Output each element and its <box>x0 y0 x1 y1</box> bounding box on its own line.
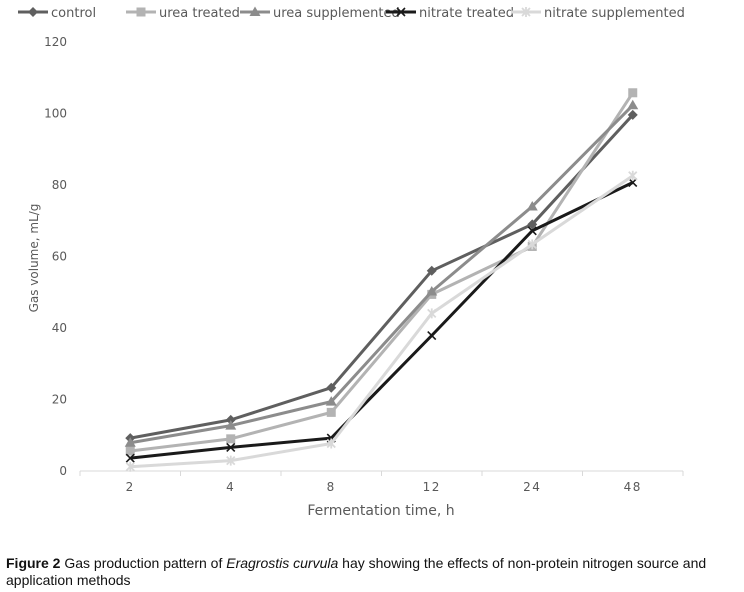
legend-marker <box>521 7 531 17</box>
caption-text-before: Gas production pattern of <box>60 555 227 571</box>
caption-text-after: hay showing the effects of non-protein n… <box>6 555 707 588</box>
data-point <box>326 407 336 417</box>
series-line <box>130 91 635 453</box>
data-point <box>627 109 638 120</box>
data-point <box>125 453 135 463</box>
legend-item: nitrate supplemented <box>511 6 685 21</box>
data-point <box>226 455 236 466</box>
legend-label: urea supplemented <box>273 6 400 21</box>
series-nitrate-supplemented <box>125 170 638 472</box>
legend-label: urea treated <box>159 6 240 21</box>
data-point <box>627 99 639 110</box>
data-point <box>326 438 336 449</box>
x-axis-title: Fermentation time, h <box>307 503 454 519</box>
y-axis-title: Gas volume, mL/g <box>27 204 41 313</box>
legend-item: urea treated <box>126 6 240 21</box>
legend-item: nitrate treated <box>386 6 514 21</box>
data-point <box>124 437 136 447</box>
series-nitrate-treated <box>125 177 638 463</box>
series-line <box>130 174 634 469</box>
data-point <box>125 446 135 456</box>
data-point <box>326 382 337 393</box>
y-tick-label: 120 <box>44 35 67 49</box>
x-tick-label: 48 <box>624 480 642 494</box>
series-line <box>130 181 634 460</box>
y-tick-label: 60 <box>52 250 67 264</box>
series-urea-treated <box>125 88 638 456</box>
data-point <box>526 200 538 211</box>
series-group <box>124 88 639 472</box>
data-point <box>427 308 437 319</box>
x-tick-label: 4 <box>226 480 235 494</box>
series-urea-supplemented <box>124 99 639 447</box>
legend-label: control <box>51 6 96 21</box>
data-point <box>628 170 638 181</box>
legend-marker <box>249 6 261 16</box>
data-point <box>226 434 236 444</box>
caption-species: Eragrostis curvula <box>226 555 339 571</box>
x-tick-label: 24 <box>523 480 541 494</box>
legend-marker <box>28 7 38 17</box>
legend-label: nitrate supplemented <box>544 6 685 21</box>
data-point <box>225 414 236 425</box>
data-point <box>426 265 437 276</box>
x-axis: 2 4 8 12 24 48 <box>79 471 684 494</box>
figure-caption: Figure 2 Gas production pattern of Eragr… <box>6 555 742 589</box>
data-point <box>426 286 438 296</box>
x-tick-label: 8 <box>327 480 336 494</box>
legend-item: control <box>18 6 96 21</box>
data-point <box>527 219 538 230</box>
line-chart: control urea treated urea supplemented nitr… <box>18 6 685 519</box>
legend-label: nitrate treated <box>419 6 514 21</box>
figure-label: Figure 2 <box>6 555 61 571</box>
y-tick-label: 80 <box>52 178 67 192</box>
data-point <box>427 330 437 341</box>
legend: control urea treated urea supplemented nitr… <box>18 6 685 21</box>
y-tick-label: 100 <box>44 107 67 121</box>
data-point <box>226 442 236 452</box>
data-point <box>527 239 537 250</box>
y-tick-label: 40 <box>52 321 67 335</box>
data-point <box>628 177 638 188</box>
data-point <box>628 88 638 98</box>
series-control <box>125 109 638 444</box>
x-tick-label: 12 <box>423 480 441 494</box>
data-point <box>225 420 237 430</box>
legend-item: urea supplemented <box>240 6 400 21</box>
legend-marker <box>136 7 146 17</box>
legend-marker <box>396 7 406 17</box>
y-tick-label: 20 <box>52 393 67 407</box>
series-line <box>129 104 634 445</box>
x-tick-label: 2 <box>126 480 135 494</box>
data-point <box>527 226 537 236</box>
series-line <box>129 113 634 440</box>
y-tick-label: 0 <box>59 464 67 478</box>
data-point <box>125 461 135 472</box>
y-axis: 0 20 40 60 80 100 120 <box>44 35 67 478</box>
data-point <box>325 396 337 406</box>
